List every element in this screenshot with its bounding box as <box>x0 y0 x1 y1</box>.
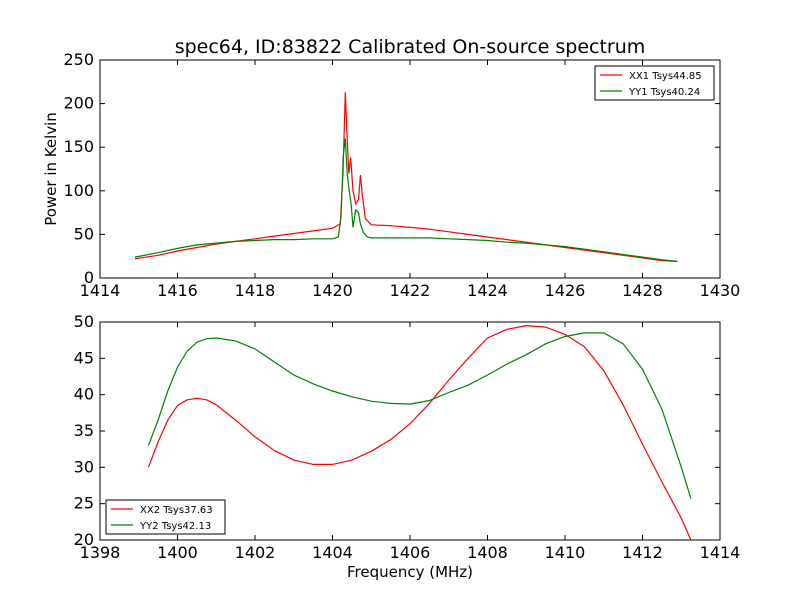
y-tick-label: 50 <box>74 312 94 331</box>
legend-entry: YY1 Tsys40.24 <box>628 87 700 98</box>
legend-entry: XX2 Tsys37.63 <box>140 505 213 516</box>
x-tick-label: 1398 <box>80 543 121 562</box>
legend-entry: YY2 Tsys42.13 <box>139 521 211 532</box>
chart-title: spec64, ID:83822 Calibrated On-source sp… <box>175 36 646 58</box>
y-tick-label: 100 <box>63 181 94 200</box>
legend: XX2 Tsys37.63 YY2 Tsys42.13 <box>105 499 226 535</box>
x-tick-label: 1428 <box>622 281 663 300</box>
legend-box <box>105 499 226 535</box>
y-tick-label: 20 <box>74 530 94 549</box>
x-tick-label: 1402 <box>235 543 276 562</box>
x-axis-label: Frequency (MHz) <box>347 563 473 581</box>
y-tick-label: 30 <box>74 457 94 476</box>
y-tick-label: 35 <box>74 421 94 440</box>
x-tick-label: 1426 <box>545 281 586 300</box>
y-tick-label: 50 <box>74 224 94 243</box>
y-tick-label: 200 <box>63 94 94 113</box>
x-tick-label: 1400 <box>157 543 198 562</box>
legend-box <box>594 65 715 101</box>
y-tick-label: 25 <box>74 494 94 513</box>
series-line-2 <box>134 138 678 262</box>
y-tick-label: 250 <box>63 50 94 69</box>
x-tick-label: 1404 <box>312 543 353 562</box>
y-axis-label: Power in Kelvin <box>42 112 60 226</box>
x-tick-label: 1430 <box>700 281 741 300</box>
x-tick-label: 1416 <box>157 281 198 300</box>
y-tick-label: 45 <box>74 348 94 367</box>
x-tick-label: 1414 <box>700 543 741 562</box>
x-tick-label: 1406 <box>390 543 431 562</box>
chart-panel-1: 1414 1416 1418 1420 1422 1424 1426 1428 1430 0 50 1… <box>42 50 740 300</box>
charts-container: 1414 1416 1418 1420 1422 1424 1426 1428 14300501… <box>42 50 740 581</box>
x-tick-label: 1418 <box>235 281 276 300</box>
series-line-2 <box>147 332 692 499</box>
x-tick-label: 1422 <box>390 281 431 300</box>
y-tick-label: 150 <box>63 137 94 156</box>
series-line-1 <box>147 324 692 540</box>
x-tick-label: 1414 <box>80 281 121 300</box>
x-tick-label: 1424 <box>467 281 508 300</box>
y-tick-label: 0 <box>84 268 94 287</box>
chart-panel-2: 1398 1400 1402 1404 1406 1408 1410 1412 1414 20 25… <box>74 312 741 581</box>
x-tick-label: 1408 <box>467 543 508 562</box>
x-tick-label: 1420 <box>312 281 353 300</box>
legend: XX1 Tsys44.85 YY1 Tsys40.24 <box>594 65 715 101</box>
y-tick-label: 40 <box>74 385 94 404</box>
x-tick-label: 1412 <box>622 543 663 562</box>
x-tick-label: 1410 <box>545 543 586 562</box>
legend-entry: XX1 Tsys44.85 <box>629 71 702 82</box>
